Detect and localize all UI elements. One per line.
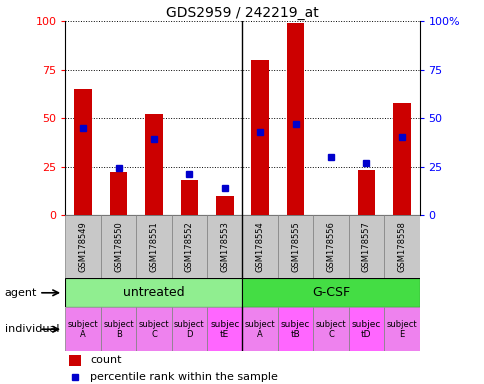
Text: subject
D: subject D: [174, 319, 204, 339]
Text: GSM178549: GSM178549: [78, 221, 88, 272]
Text: subject
C: subject C: [138, 319, 169, 339]
Bar: [69, 355, 81, 366]
Bar: [313, 307, 348, 351]
Bar: [101, 307, 136, 351]
Bar: [313, 215, 348, 278]
Bar: [207, 307, 242, 351]
Text: GSM178553: GSM178553: [220, 221, 229, 272]
Text: GSM178554: GSM178554: [255, 221, 264, 272]
Text: GSM178557: GSM178557: [361, 221, 370, 272]
Text: G-CSF: G-CSF: [311, 286, 349, 299]
Text: GSM178551: GSM178551: [149, 221, 158, 272]
Text: subject
C: subject C: [315, 319, 346, 339]
Bar: [74, 89, 92, 215]
Bar: [357, 170, 375, 215]
Bar: [251, 60, 269, 215]
Bar: [65, 278, 242, 307]
Bar: [180, 180, 198, 215]
Bar: [277, 215, 313, 278]
Text: GSM178555: GSM178555: [290, 221, 300, 272]
Text: GSM178556: GSM178556: [326, 221, 335, 272]
Bar: [286, 23, 304, 215]
Bar: [207, 215, 242, 278]
Bar: [136, 215, 171, 278]
Bar: [65, 215, 101, 278]
Text: count: count: [90, 356, 121, 366]
Bar: [392, 103, 410, 215]
Text: subjec
tD: subjec tD: [351, 319, 380, 339]
Text: GSM178550: GSM178550: [114, 221, 123, 272]
Bar: [242, 278, 419, 307]
Bar: [348, 307, 383, 351]
Title: GDS2959 / 242219_at: GDS2959 / 242219_at: [166, 6, 318, 20]
Text: subject
A: subject A: [244, 319, 275, 339]
Bar: [242, 215, 277, 278]
Bar: [277, 307, 313, 351]
Text: subject
B: subject B: [103, 319, 134, 339]
Bar: [215, 195, 233, 215]
Bar: [383, 307, 419, 351]
Bar: [65, 307, 101, 351]
Bar: [383, 215, 419, 278]
Text: agent: agent: [5, 288, 37, 298]
Bar: [136, 307, 171, 351]
Bar: [242, 307, 277, 351]
Bar: [171, 307, 207, 351]
Bar: [145, 114, 163, 215]
Text: subjec
tB: subjec tB: [280, 319, 310, 339]
Bar: [101, 215, 136, 278]
Text: untreated: untreated: [123, 286, 184, 299]
Bar: [348, 215, 383, 278]
Bar: [171, 215, 207, 278]
Text: subjec
tE: subjec tE: [210, 319, 239, 339]
Text: percentile rank within the sample: percentile rank within the sample: [90, 372, 277, 382]
Bar: [109, 172, 127, 215]
Text: GSM178558: GSM178558: [396, 221, 406, 272]
Text: subject
A: subject A: [68, 319, 98, 339]
Text: individual: individual: [5, 324, 59, 334]
Text: GSM178552: GSM178552: [184, 221, 194, 272]
Text: subject
E: subject E: [386, 319, 416, 339]
